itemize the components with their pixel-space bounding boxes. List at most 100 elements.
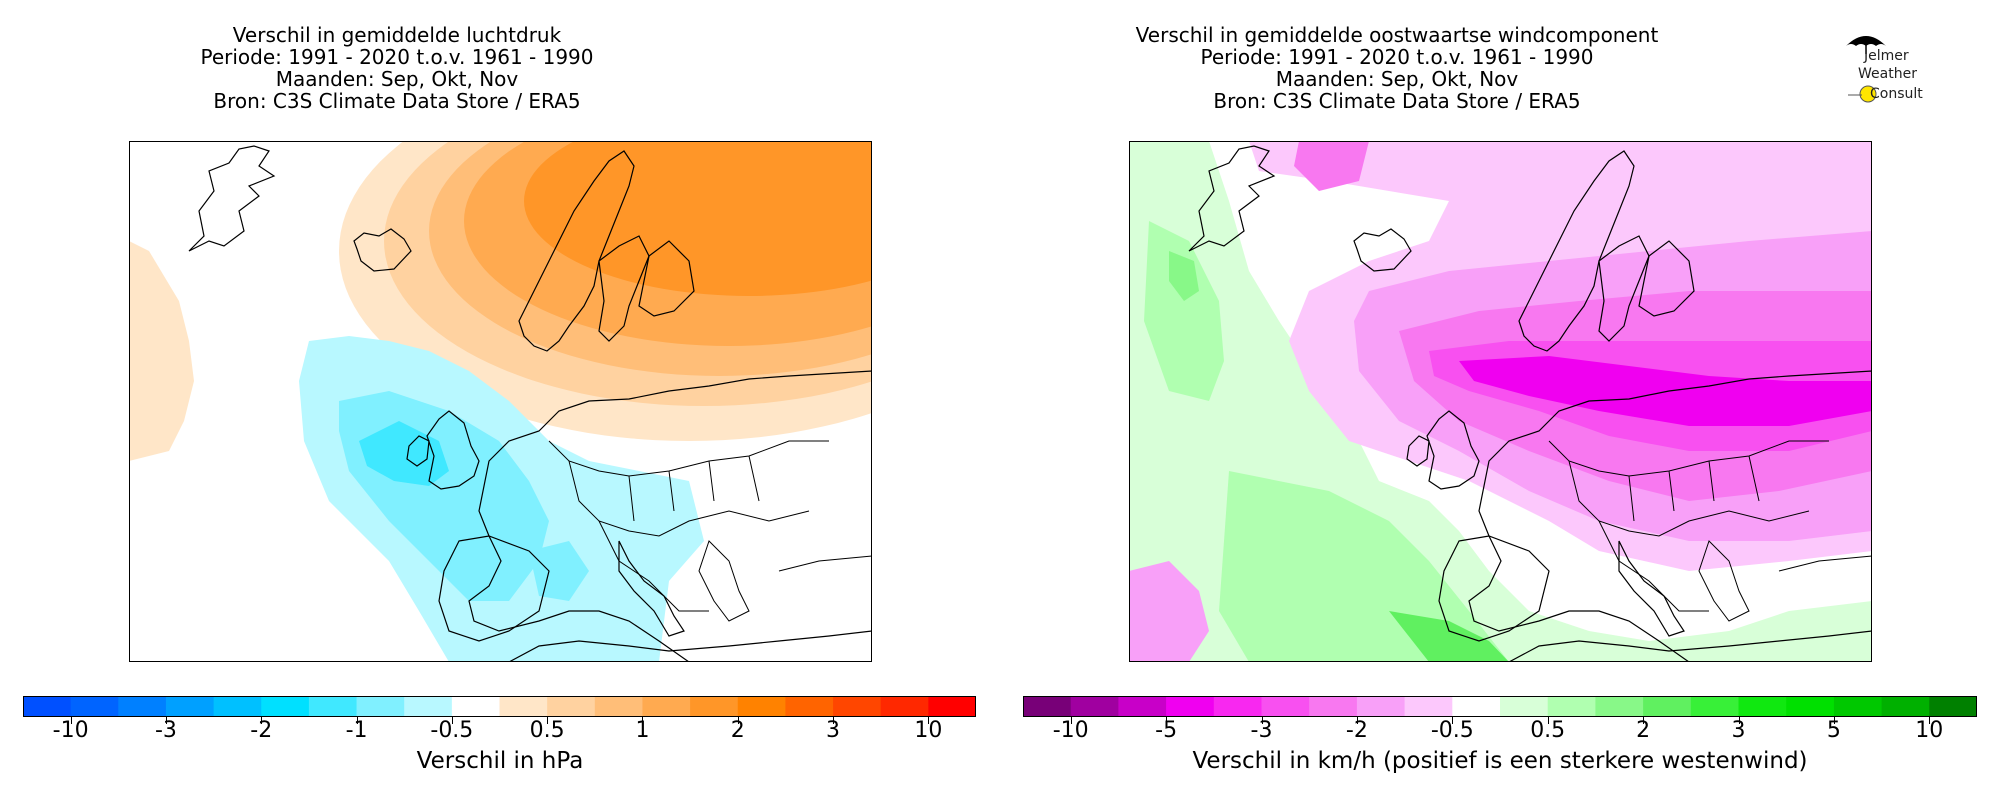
wind-tick-label: 10 [1915,718,1944,743]
pressure-colorbar-swatch [261,696,310,717]
pressure-colorbar-swatch [833,696,882,717]
right-title-line-2: Periode: 1991 - 2020 t.o.v. 1961 - 1990 [1200,45,1594,69]
pressure-tick-mark [261,717,263,724]
wind-colorbar-swatch [1070,696,1119,717]
right-map-title: Verschil in gemiddelde oostwaartse windc… [1047,24,1747,112]
wind-colorbar-label: Verschil in km/h (positief is een sterke… [1192,748,1808,774]
wind-contour-neg-southwest [1129,561,1209,662]
pressure-colorbar-swatch [594,696,643,717]
wind-colorbar-swatch [1833,696,1883,717]
wind-colorbar-swatch [1166,696,1215,717]
wind-colorbar-swatch [1547,696,1596,717]
pressure-colorbar-swatch [70,696,119,717]
pressure-tick-label: 2 [730,718,745,743]
pressure-colorbar-swatch [165,696,215,717]
pressure-tick-mark [833,717,835,724]
wind-contour-pos-2-south [1219,471,1509,662]
right-title-line-1: Verschil in gemiddelde oostwaartse windc… [1135,23,1659,47]
pressure-contour-med [529,541,589,601]
right-title-line-3: Maanden: Sep, Okt, Nov [1275,67,1519,91]
wind-difference-map [1129,141,1872,662]
wind-tick-mark [1643,717,1645,724]
wind-tick-mark [1070,717,1072,724]
wind-colorbar-swatch [1643,696,1692,717]
wind-tick-mark [1738,717,1740,724]
wind-tick-label: -0.5 [1430,718,1474,743]
wind-tick-mark [1547,717,1549,724]
pressure-tick-label: 3 [826,718,841,743]
right-title-line-4: Bron: C3S Climate Data Store / ERA5 [1213,89,1581,113]
pressure-colorbar-swatch [737,696,786,717]
wind-tick-mark [1929,717,1931,724]
pressure-tick-label: -0.5 [430,718,474,743]
wind-colorbar-swatch [1213,696,1262,717]
pressure-colorbar-swatch [356,696,405,717]
pressure-colorbar-swatch [213,696,262,717]
pressure-tick-mark [737,717,739,724]
wind-tick-label: 5 [1826,718,1841,743]
wind-tick-mark [1261,717,1263,724]
wind-tick-label: 2 [1636,718,1651,743]
pressure-colorbar-swatch [404,696,453,717]
wind-colorbar-swatch [1690,696,1739,717]
wind-colorbar-swatch [1881,696,1930,717]
wind-colorbar-swatch [1929,696,1977,717]
pressure-contour-2.5 [524,141,872,296]
left-title-line-1: Verschil in gemiddelde luchtdruk [232,23,562,47]
wind-colorbar-swatch [1738,696,1787,717]
pressure-colorbar-label: Verschil in hPa [416,748,584,774]
wind-colorbar-swatch [1118,696,1167,717]
pressure-colorbar-swatch [118,696,167,717]
wind-tick-mark [1166,717,1168,724]
left-title-line-2: Periode: 1991 - 2020 t.o.v. 1961 - 1990 [200,45,594,69]
pressure-tick-mark [70,717,72,724]
wind-tick-mark [1833,717,1835,724]
pressure-colorbar-swatch [642,696,691,717]
logo-line-1: Jelmer [1864,48,1909,64]
pressure-colorbar-swatch [308,696,358,717]
pressure-tick-label: -10 [52,718,89,743]
pressure-tick-mark [451,717,453,724]
pressure-colorbar-swatch [690,696,739,717]
pressure-tick-label: -2 [250,718,273,743]
pressure-colorbar-swatch [928,696,976,717]
pressure-tick-label: 0.5 [529,718,565,743]
wind-colorbar-frame [1023,696,1977,717]
wind-contour-pos-2 [1144,221,1224,401]
wind-tick-label: 0.5 [1530,718,1566,743]
wind-colorbar-swatch [1356,696,1406,717]
wind-tick-mark [1452,717,1454,724]
left-title-line-4: Bron: C3S Climate Data Store / ERA5 [213,89,581,113]
pressure-tick-mark [356,717,358,724]
wind-colorbar [1023,696,1977,717]
jelmer-weather-consult-logo: Jelmer Weather Consult [1840,28,1940,108]
wind-colorbar-swatch [1500,696,1549,717]
pressure-colorbar-frame [23,696,976,717]
pressure-tick-mark [928,717,930,724]
wind-colorbar-swatch [1786,696,1835,717]
wind-tick-label: 3 [1731,718,1746,743]
wind-contour-neg-5 [1459,356,1872,426]
wind-colorbar-swatch [1023,696,1072,717]
wind-contour-pos-5 [1389,611,1509,662]
pressure-tick-label: 1 [635,718,650,743]
pressure-contour-neg-1.5 [359,421,449,486]
pressure-tick-label: 10 [914,718,943,743]
pressure-tick-label: -3 [154,718,177,743]
wind-contour-neg-north [1294,141,1369,191]
pressure-tick-label: -1 [345,718,368,743]
pressure-colorbar-swatch [785,696,834,717]
wind-tick-label: -5 [1155,718,1178,743]
pressure-tick-mark [165,717,167,724]
wind-colorbar-swatch [1452,696,1501,717]
pressure-colorbar-swatch [880,696,929,717]
wind-tick-mark [1356,717,1358,724]
pressure-contour-west-0.5 [129,241,194,461]
umbrella-sun-icon [1846,36,1886,103]
wind-tick-label: -3 [1250,718,1273,743]
wind-colorbar-swatch [1404,696,1453,717]
left-title-line-3: Maanden: Sep, Okt, Nov [275,67,519,91]
pressure-colorbar-swatch [547,696,596,717]
wind-colorbar-swatch [1261,696,1310,717]
wind-tick-label: -2 [1345,718,1368,743]
